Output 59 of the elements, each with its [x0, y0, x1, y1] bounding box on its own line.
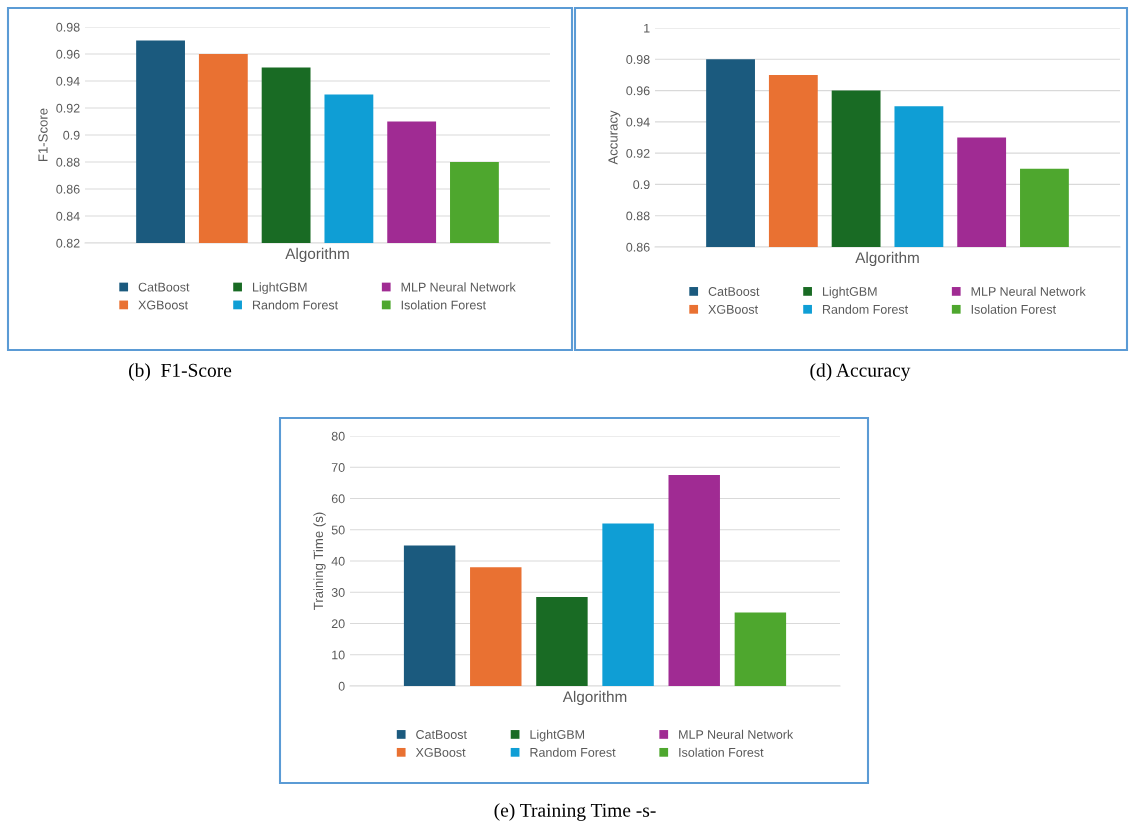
legend-label: Isolation Forest — [401, 300, 486, 310]
y-tick-label: 0.96 — [56, 49, 80, 59]
legend-label: CatBoost — [708, 287, 760, 296]
bar — [668, 475, 720, 686]
bar — [536, 596, 588, 686]
y-tick-label: 0.94 — [56, 76, 80, 86]
x-tick-label: Algorithm — [285, 247, 349, 263]
bar — [734, 612, 787, 686]
x-tick-label: Algorithm — [855, 251, 919, 267]
y-tick-label: 0.88 — [626, 211, 650, 221]
y-tick-label: 0.92 — [626, 148, 650, 158]
y-tick-label: 0.98 — [626, 55, 650, 64]
legend-label: Isolation Forest — [679, 747, 764, 757]
y-tick-label: 70 — [331, 463, 345, 472]
legend-label: CatBoost — [138, 282, 190, 292]
y-tick-label: 60 — [331, 494, 345, 504]
y-tick-label: 20 — [331, 619, 345, 629]
y-tick-label: 50 — [331, 525, 345, 535]
legend-label: MLP Neural Network — [679, 729, 794, 739]
y-tick-label: 40 — [331, 556, 345, 566]
y-tick-label: 0.84 — [56, 211, 80, 221]
legend-label: MLP Neural Network — [971, 286, 1086, 296]
legend-label: Isolation Forest — [971, 304, 1056, 314]
legend-label: XGBoost — [415, 747, 466, 757]
y-tick-label: 0.82 — [56, 238, 80, 248]
legend-label: XGBoost — [708, 304, 758, 314]
y-tick-label: 0.9 — [63, 130, 80, 140]
y-tick-label: 80 — [331, 431, 345, 441]
y-tick-label: 0.9 — [633, 180, 650, 190]
y-tick-label: 30 — [331, 588, 345, 597]
y-tick-label: 0 — [338, 681, 345, 691]
y-tick-label: 1 — [644, 23, 650, 33]
legend-label: Random Forest — [822, 304, 909, 314]
legend-label: LightGBM — [252, 282, 307, 294]
y-axis-title: Training Time (s) — [313, 512, 326, 610]
legend-label: MLP Neural Network — [401, 282, 516, 292]
y-tick-label: 0.92 — [56, 103, 80, 113]
y-axis-title: Accuracy — [608, 110, 621, 165]
text: (e) Training Time -s- — [494, 803, 656, 821]
y-tick-label: 0.86 — [56, 184, 80, 194]
legend-label: CatBoost — [416, 730, 467, 739]
legend-label: Random Forest — [252, 300, 339, 310]
text: (b) F1-Score — [129, 363, 232, 381]
y-tick-label: 0.98 — [56, 22, 80, 32]
text: (d) Accuracy — [810, 363, 911, 381]
y-tick-label: 0.88 — [56, 157, 80, 167]
y-tick-label: 0.86 — [626, 242, 650, 252]
legend-label: Random Forest — [530, 747, 616, 757]
legend-label: LightGBM — [822, 286, 877, 299]
x-tick-label: Algorithm — [562, 690, 627, 706]
bar — [470, 567, 522, 686]
y-axis-title: F1-Score — [38, 108, 48, 162]
legend-label: LightGBM — [530, 729, 585, 742]
legend-label: XGBoost — [138, 300, 188, 310]
y-tick-label: 0.94 — [626, 117, 650, 127]
y-tick-label: 10 — [332, 650, 345, 660]
y-tick-label: 0.96 — [626, 86, 650, 96]
bar — [403, 545, 456, 686]
bar — [602, 523, 654, 686]
